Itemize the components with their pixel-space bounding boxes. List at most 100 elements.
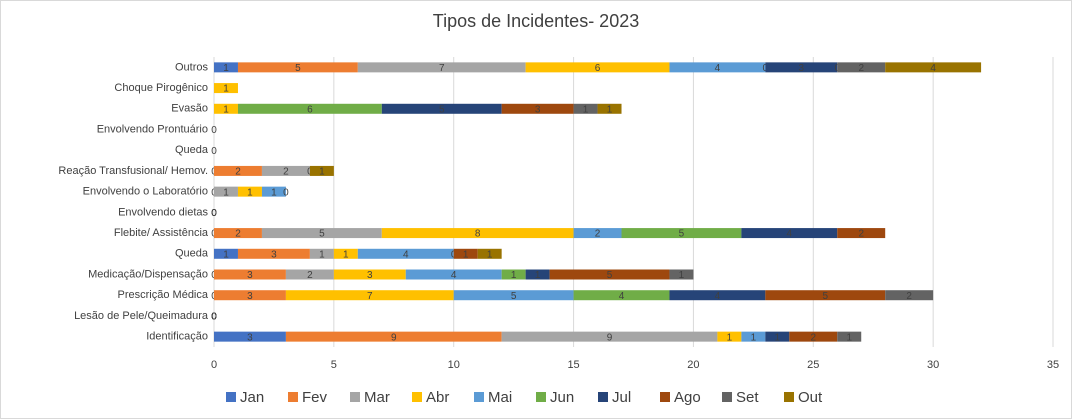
data-label: 2 <box>595 229 601 240</box>
bar-segment <box>597 103 622 114</box>
category-label: Lesão de Pele/Queimadura <box>74 310 209 322</box>
data-label: 1 <box>727 332 733 343</box>
data-label: 1 <box>223 249 229 260</box>
legend-label: Jan <box>240 389 264 406</box>
data-label: 5 <box>319 229 325 240</box>
x-tick-label: 20 <box>687 359 699 371</box>
data-label: 1 <box>846 332 852 343</box>
bar-segment <box>669 290 766 301</box>
data-label: 2 <box>858 63 864 74</box>
legend-swatch <box>350 392 360 402</box>
data-label: 1 <box>607 104 613 115</box>
bar-segment <box>333 269 406 280</box>
bar-segment <box>214 165 262 176</box>
data-label: 4 <box>787 229 793 240</box>
data-label: 4 <box>715 291 721 302</box>
legend-swatch <box>226 392 236 402</box>
data-label: 9 <box>607 332 613 343</box>
data-label: 5 <box>295 63 301 74</box>
data-label: 1 <box>535 270 541 281</box>
bar-segment <box>309 248 334 259</box>
legend-swatch <box>598 392 608 402</box>
bar-segment <box>573 103 598 114</box>
legend-swatch <box>288 392 298 402</box>
legend-label: Jun <box>550 389 574 406</box>
bar-segment <box>669 62 766 73</box>
data-label: 5 <box>511 291 517 302</box>
data-label: 2 <box>307 270 313 281</box>
x-tick-label: 25 <box>807 359 819 371</box>
data-label: 2 <box>906 291 912 302</box>
category-label: Medicação/Dispensação <box>88 268 208 280</box>
bar-segment <box>214 269 286 280</box>
data-label: 0 <box>211 312 217 323</box>
bar-segment <box>214 331 286 342</box>
bar-segment <box>261 165 310 176</box>
category-label: Reação Transfusional/ Hemov. <box>58 165 208 177</box>
bar-segment <box>357 248 454 259</box>
bar-segment <box>837 62 886 73</box>
data-label: 2 <box>811 332 817 343</box>
bar-segment <box>717 331 742 342</box>
category-label: Flebite/ Assistência <box>114 227 209 239</box>
data-label: 1 <box>319 249 325 260</box>
x-tick-label: 0 <box>211 359 217 371</box>
data-label: 0 <box>211 312 217 323</box>
data-label: 3 <box>247 270 253 281</box>
bar-segment <box>237 103 382 114</box>
data-label: 3 <box>367 270 373 281</box>
bar-segment <box>381 103 502 114</box>
data-label: 1 <box>583 104 589 115</box>
data-label: 0 <box>211 312 217 323</box>
legend-swatch <box>722 392 732 402</box>
bar-segment <box>214 186 238 197</box>
data-label: 3 <box>535 104 541 115</box>
data-label: 1 <box>223 104 229 115</box>
data-label: 1 <box>775 332 781 343</box>
data-label: 5 <box>822 291 828 302</box>
data-label: 4 <box>403 249 409 260</box>
category-label: Queda <box>175 144 209 156</box>
data-label: 7 <box>367 291 373 302</box>
data-label: 7 <box>439 63 445 74</box>
bar-segment <box>573 228 622 239</box>
bar-segment <box>789 331 838 342</box>
data-label: 1 <box>343 249 349 260</box>
bar-segment <box>309 165 334 176</box>
bar-segment <box>765 62 838 73</box>
bar-segment <box>214 228 262 239</box>
data-label: 0 <box>211 208 217 219</box>
x-tick-label: 10 <box>448 359 460 371</box>
data-label: 1 <box>223 187 229 198</box>
bar-segment <box>669 269 694 280</box>
data-label: 3 <box>247 291 253 302</box>
x-tick-label: 15 <box>567 359 579 371</box>
category-label: Prescrição Médica <box>118 289 209 301</box>
category-label: Envolvendo Prontuário <box>97 123 208 135</box>
data-label: 0 <box>211 312 217 323</box>
data-label: 1 <box>319 167 325 178</box>
data-label: 1 <box>463 249 469 260</box>
data-label: 8 <box>475 229 481 240</box>
legend-label: Jul <box>612 389 631 406</box>
data-label: 0 <box>211 146 217 157</box>
data-label: 0 <box>211 208 217 219</box>
bar-segment <box>501 103 574 114</box>
data-label: 5 <box>439 104 445 115</box>
bar-segment <box>765 331 790 342</box>
x-tick-label: 30 <box>927 359 939 371</box>
bar-segment <box>837 228 886 239</box>
bar-segment <box>885 62 982 73</box>
data-label: 0 <box>211 312 217 323</box>
bar-segment <box>885 290 934 301</box>
bar-segment <box>501 331 718 342</box>
data-label: 1 <box>751 332 757 343</box>
bar-segment <box>477 248 502 259</box>
legend-label: Ago <box>674 389 701 406</box>
bar-segment <box>357 62 526 73</box>
bar-segment <box>621 228 742 239</box>
bar-segment <box>501 269 526 280</box>
bar-segment <box>214 83 238 94</box>
bar-segment <box>525 62 670 73</box>
legend-swatch <box>412 392 422 402</box>
